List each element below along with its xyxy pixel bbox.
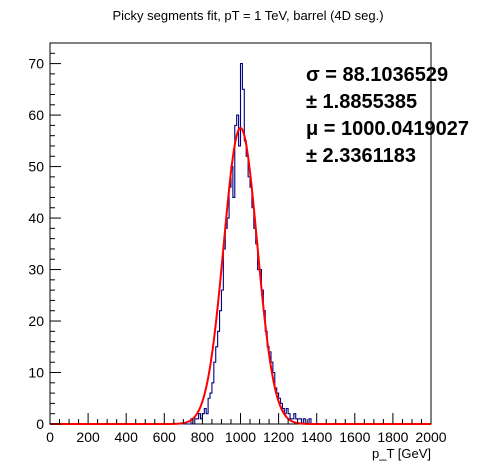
y-tick-label: 0 bbox=[36, 416, 44, 432]
fit-stat-mu-error: ± 2.3361183 bbox=[306, 145, 416, 167]
histogram-series bbox=[50, 63, 431, 425]
gaussian-fit-line bbox=[50, 126, 431, 425]
x-tick-label: 1400 bbox=[301, 429, 332, 445]
x-tick-label: 1600 bbox=[339, 429, 370, 445]
x-tick-label: 200 bbox=[76, 429, 100, 445]
y-tick-label: 60 bbox=[28, 107, 44, 123]
x-axis: 0 200 400 600 800 1000 1200 1400 1600 1800 2000 bbox=[46, 413, 447, 445]
y-tick-label: 20 bbox=[28, 313, 44, 329]
fit-stat-mu: μ = 1000.0419027 bbox=[306, 118, 469, 140]
x-tick-label: 1000 bbox=[225, 429, 256, 445]
x-tick-label: 1800 bbox=[377, 429, 408, 445]
x-tick-label: 800 bbox=[191, 429, 215, 445]
fit-stat-sigma: σ = 88.1036529 bbox=[306, 64, 448, 86]
x-axis-label: p_T [GeV] bbox=[372, 446, 431, 461]
fit-stat-sigma-error: ± 1.8855385 bbox=[306, 91, 417, 113]
x-tick-label: 400 bbox=[115, 429, 139, 445]
x-tick-label: 2000 bbox=[415, 429, 446, 445]
x-tick-label: 0 bbox=[46, 429, 54, 445]
y-tick-label: 40 bbox=[28, 210, 44, 226]
chart-title: Picky segments fit, pT = 1 TeV, barrel (… bbox=[112, 8, 383, 23]
histogram-outline bbox=[50, 63, 431, 425]
y-tick-label: 30 bbox=[28, 262, 44, 278]
x-tick-label: 1200 bbox=[263, 429, 294, 445]
y-tick-label: 70 bbox=[28, 56, 44, 72]
y-axis: 0 10 20 30 40 50 60 70 bbox=[28, 42, 61, 432]
y-tick-label: 50 bbox=[28, 159, 44, 175]
fit-curve-series bbox=[50, 126, 431, 425]
x-tick-label: 600 bbox=[153, 429, 177, 445]
y-tick-label: 10 bbox=[28, 365, 44, 381]
